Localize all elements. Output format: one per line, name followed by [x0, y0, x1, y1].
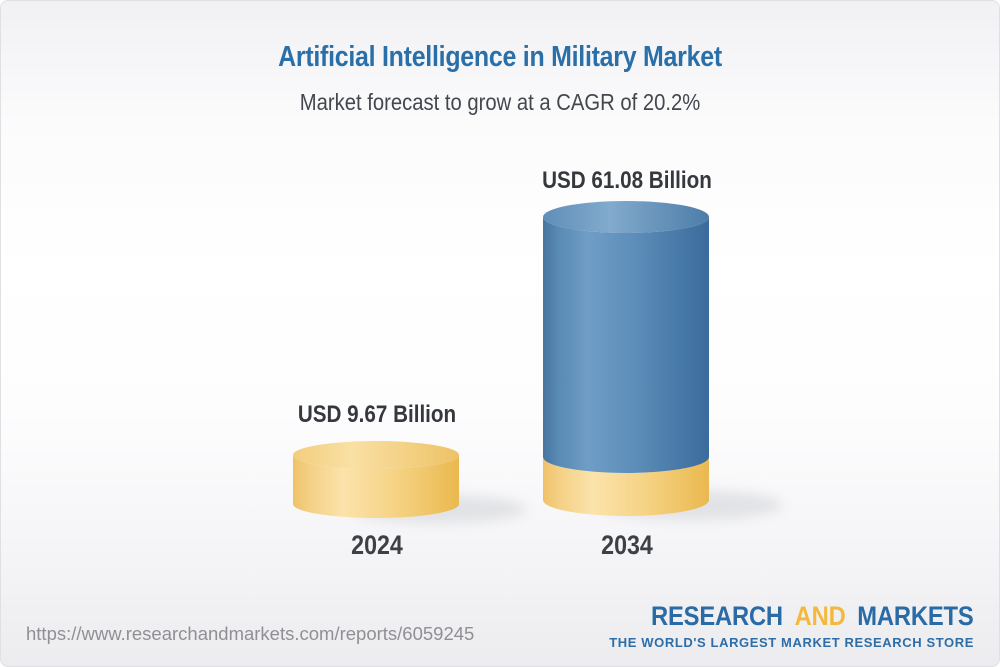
bar-2034	[543, 201, 709, 516]
logo-word-and: AND	[795, 601, 847, 631]
bar-2034-top	[543, 201, 709, 233]
value-label-2034: USD 61.08 Billion	[542, 167, 712, 194]
bar-2034-body	[543, 217, 709, 473]
chart-subtitle: Market forecast to grow at a CAGR of 20.…	[299, 89, 701, 115]
logo-word-markets: MARKETS	[857, 601, 974, 631]
chart-title: Artificial Intelligence in Military Mark…	[278, 41, 722, 73]
bar-2024	[293, 441, 459, 518]
logo-tagline: THE WORLD'S LARGEST MARKET RESEARCH STOR…	[609, 635, 974, 650]
bar-2024-body	[293, 455, 459, 518]
report-url: https://www.researchandmarkets.com/repor…	[26, 623, 475, 644]
bar-2034-base-band	[543, 457, 709, 516]
value-label-2024: USD 9.67 Billion	[297, 401, 457, 428]
company-logo: RESEARCH AND MARKETS THE WORLD'S LARGEST…	[607, 601, 974, 650]
logo-wordmark: RESEARCH AND MARKETS	[651, 601, 974, 632]
category-label-2024: 2024	[351, 530, 403, 560]
logo-word-research: RESEARCH	[651, 601, 784, 631]
bar-2024-top	[293, 441, 459, 469]
category-label-2034: 2034	[601, 530, 653, 560]
